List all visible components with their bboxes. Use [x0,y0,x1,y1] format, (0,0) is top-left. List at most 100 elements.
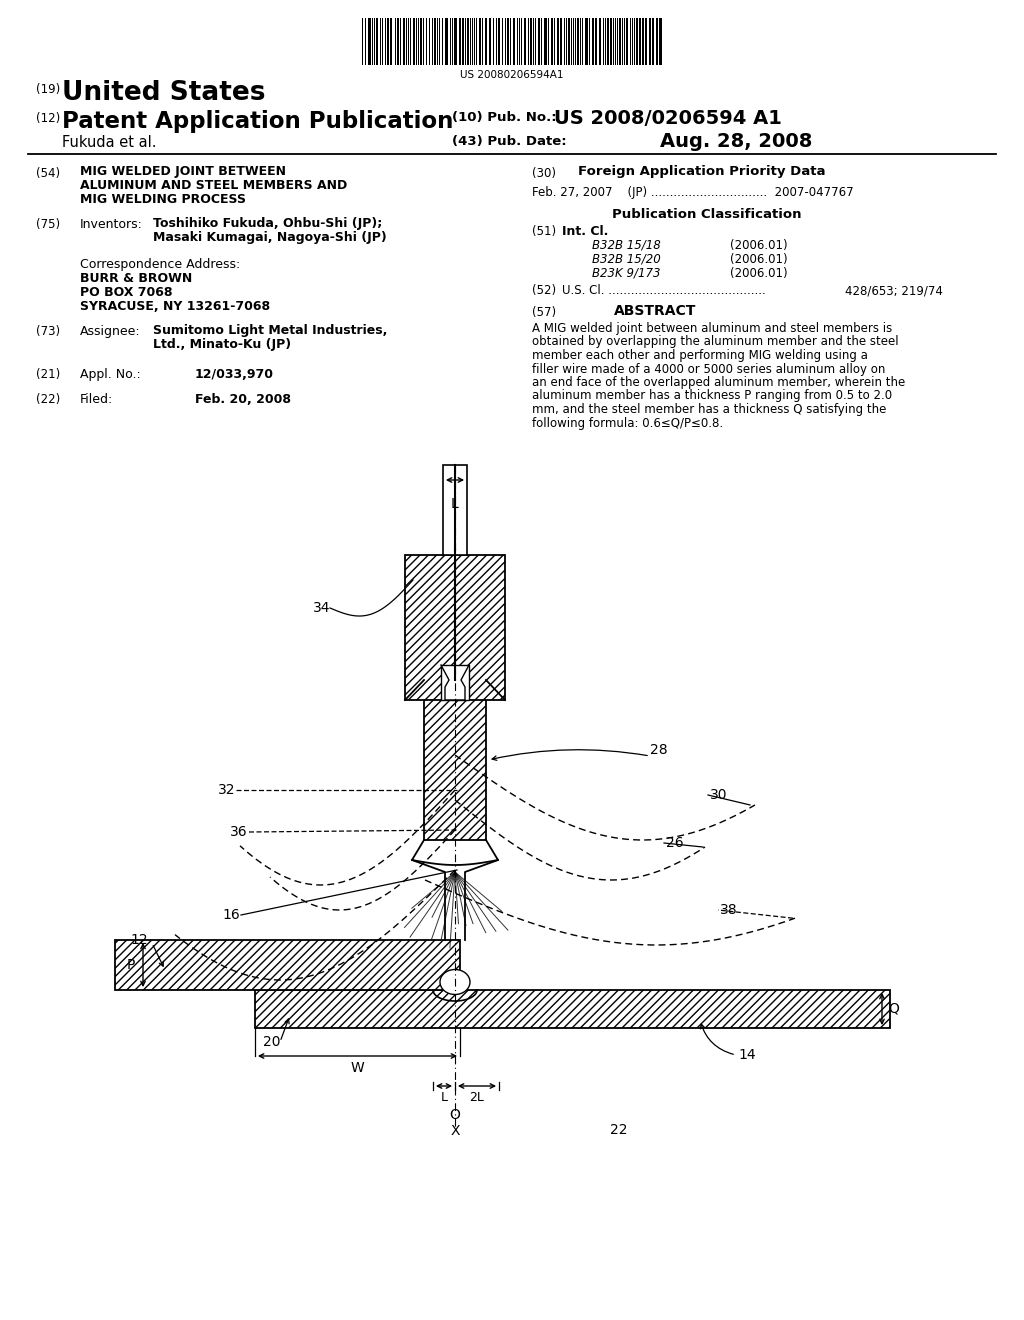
Text: following formula: 0.6≤Q/P≤0.8.: following formula: 0.6≤Q/P≤0.8. [532,417,723,429]
Text: US 20080206594A1: US 20080206594A1 [460,70,564,81]
Text: Fukuda et al.: Fukuda et al. [62,135,157,150]
Text: (75): (75) [36,218,60,231]
Bar [538,18,540,65]
Bar [507,18,509,65]
Text: obtained by overlapping the aluminum member and the steel: obtained by overlapping the aluminum mem… [532,335,899,348]
Bar [376,18,378,65]
Text: Filed:: Filed: [80,393,114,407]
Bar [443,465,467,554]
Text: Publication Classification: Publication Classification [612,209,802,220]
Text: 32: 32 [217,783,234,797]
Text: P: P [127,958,135,972]
Bar [530,18,532,65]
Bar [115,940,460,990]
Bar [420,18,422,65]
Text: member each other and performing MIG welding using a: member each other and performing MIG wel… [532,348,868,362]
Bar [607,18,609,65]
Bar [551,18,553,65]
Bar [397,18,399,65]
Bar [441,665,469,700]
Text: Ltd., Minato-Ku (JP): Ltd., Minato-Ku (JP) [153,338,291,351]
Text: O: O [450,1107,461,1122]
Bar [467,18,469,65]
Bar [645,18,647,65]
Text: Inventors:: Inventors: [80,218,143,231]
Bar [610,18,612,65]
Bar [424,680,486,840]
Text: an end face of the overlapped aluminum member, wherein the: an end face of the overlapped aluminum m… [532,376,905,389]
Bar [659,18,662,65]
Ellipse shape [440,969,470,994]
Bar [626,18,628,65]
Text: (51): (51) [532,224,556,238]
Bar [544,18,547,65]
Text: (22): (22) [36,393,60,407]
Text: W: W [350,1061,365,1074]
Text: (52): (52) [532,284,556,297]
Bar [406,554,505,700]
Text: Masaki Kumagai, Nagoya-Shi (JP): Masaki Kumagai, Nagoya-Shi (JP) [153,231,387,244]
Text: BURR & BROWN: BURR & BROWN [80,272,193,285]
Bar [656,18,658,65]
Text: B32B 15/18: B32B 15/18 [592,239,660,252]
Text: (2006.01): (2006.01) [730,267,787,280]
Text: X: X [451,1125,460,1138]
Text: Patent Application Publication: Patent Application Publication [62,110,454,133]
Text: 20: 20 [262,1035,280,1049]
Text: Int. Cl.: Int. Cl. [562,224,608,238]
Text: U.S. Cl. ..........................................: U.S. Cl. ...............................… [562,284,766,297]
Text: 22: 22 [610,1123,628,1137]
Bar [560,18,562,65]
Bar [445,18,449,65]
Text: (43) Pub. Date:: (43) Pub. Date: [452,135,566,148]
Text: Feb. 27, 2007    (JP) ...............................  2007-047767: Feb. 27, 2007 (JP) .....................… [532,186,854,199]
Text: MIG WELDING PROCESS: MIG WELDING PROCESS [80,193,246,206]
Text: filler wire made of a 4000 or 5000 series aluminum alloy on: filler wire made of a 4000 or 5000 serie… [532,363,886,375]
Bar [454,18,457,65]
Bar [557,18,559,65]
Text: 14: 14 [738,1048,756,1063]
Bar [489,18,490,65]
Text: (57): (57) [532,306,556,319]
Bar [513,18,515,65]
Text: Aug. 28, 2008: Aug. 28, 2008 [660,132,812,150]
Text: 12: 12 [130,933,148,946]
Text: (19): (19) [36,83,60,96]
Text: 16: 16 [222,908,240,921]
Text: Appl. No.:: Appl. No.: [80,368,140,381]
Bar [577,18,579,65]
Text: (54): (54) [36,168,60,180]
Bar [524,18,526,65]
Text: 36: 36 [230,825,248,840]
Bar [462,18,464,65]
Text: (21): (21) [36,368,60,381]
Bar [368,18,371,65]
Text: SYRACUSE, NY 13261-7068: SYRACUSE, NY 13261-7068 [80,300,270,313]
Bar [403,18,406,65]
Text: Correspondence Address:: Correspondence Address: [80,257,241,271]
Bar [636,18,638,65]
Text: A MIG welded joint between aluminum and steel members is: A MIG welded joint between aluminum and … [532,322,892,335]
Bar [434,18,436,65]
Bar [599,18,601,65]
Text: L: L [440,1092,447,1104]
Text: 2L: 2L [470,1092,484,1104]
Text: Feb. 20, 2008: Feb. 20, 2008 [195,393,291,407]
Text: (2006.01): (2006.01) [730,253,787,267]
Text: 428/653; 219/74: 428/653; 219/74 [845,284,943,297]
Text: Q: Q [888,1002,899,1016]
Text: L: L [452,498,459,511]
Bar [592,18,594,65]
Text: B23K 9/173: B23K 9/173 [592,267,660,280]
Bar [649,18,651,65]
Bar [585,18,588,65]
Bar [413,18,415,65]
Text: ABSTRACT: ABSTRACT [614,304,696,318]
Text: US 2008/0206594 A1: US 2008/0206594 A1 [554,110,782,128]
Text: (2006.01): (2006.01) [730,239,787,252]
Bar [618,18,621,65]
Text: Foreign Application Priority Data: Foreign Application Priority Data [578,165,825,178]
Bar [485,18,487,65]
Text: United States: United States [62,81,265,106]
Bar [642,18,644,65]
